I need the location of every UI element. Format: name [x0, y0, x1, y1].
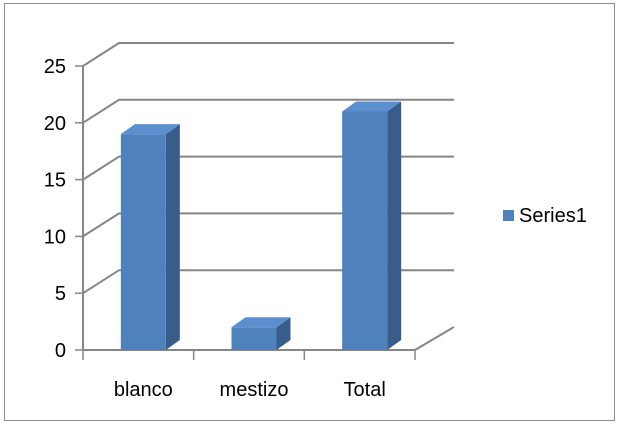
y-tick-label: 20	[44, 113, 66, 135]
bar-mestizo	[231, 317, 291, 350]
bar-top-face	[342, 101, 402, 112]
bar-top-face	[120, 124, 180, 135]
legend-label-series1: Series1	[519, 205, 587, 227]
bar-side-face	[276, 317, 291, 350]
category-labels: blanco mestizo Total	[114, 379, 386, 401]
y-tick-label: 25	[44, 56, 66, 78]
y-tick-labels: 0 5 10 15 20 25	[44, 56, 66, 362]
bar-front-face	[231, 327, 277, 350]
bars	[120, 101, 402, 350]
bar-front-face	[342, 111, 388, 350]
chart-canvas: 0 5 10 15 20 25 blanco mestizo Total Series1	[44, 42, 587, 401]
category-label: blanco	[114, 379, 173, 401]
bar-side-face	[165, 124, 180, 350]
y-tick-label: 5	[55, 283, 66, 305]
bar-top-face	[231, 317, 291, 328]
legend: Series1	[503, 205, 587, 227]
chart-frame: 0 5 10 15 20 25 blanco mestizo Total Series1	[4, 3, 615, 421]
bar-blanco	[120, 124, 180, 350]
gridline	[82, 98, 454, 124]
category-label: Total	[344, 379, 386, 401]
legend-swatch	[503, 210, 514, 221]
y-tick-label: 15	[44, 170, 66, 192]
bar-Total	[342, 101, 402, 350]
bar-side-face	[387, 101, 402, 350]
y-tick-label: 10	[44, 226, 66, 248]
bar-front-face	[120, 134, 166, 350]
axes	[75, 65, 455, 360]
gridline	[82, 42, 454, 67]
y-tick-label: 0	[55, 340, 66, 362]
category-label: mestizo	[220, 379, 289, 401]
